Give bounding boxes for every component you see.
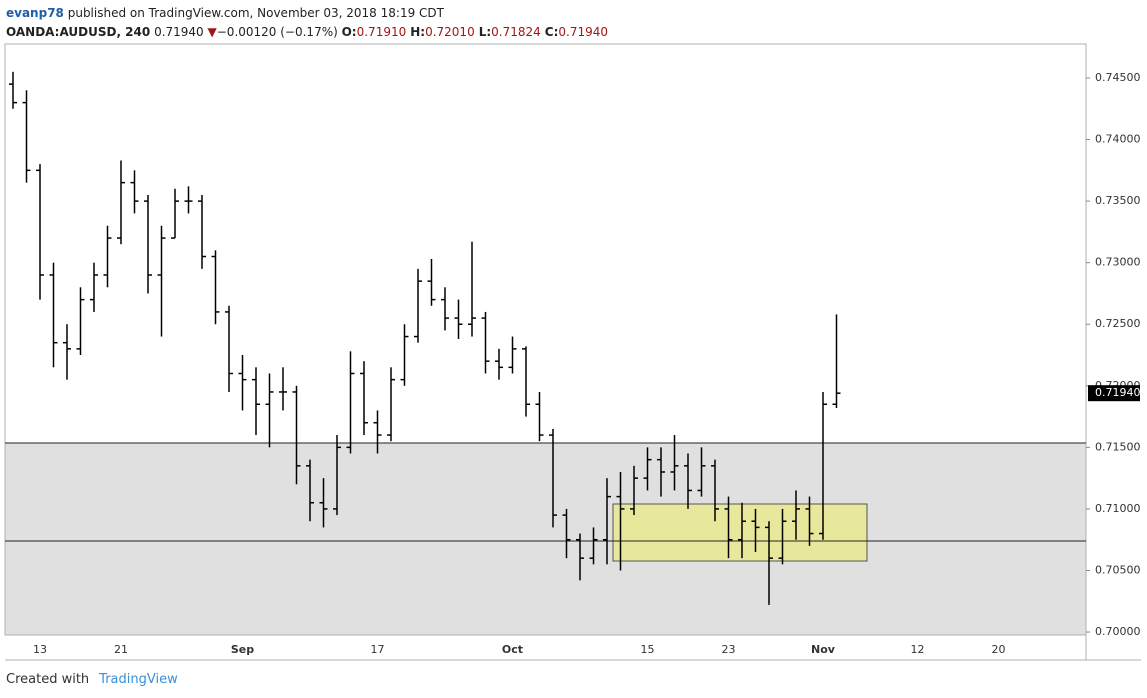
- zone: [612, 503, 868, 562]
- header-line: evanp78 published on TradingView.com, No…: [6, 4, 612, 23]
- x-tick-label: Sep: [231, 643, 254, 656]
- y-tick-label: 0.73000: [1095, 256, 1141, 269]
- y-tick-label: 0.71000: [1095, 502, 1141, 515]
- ohlc-value: 0.72010: [425, 25, 475, 39]
- x-tick-label: Oct: [502, 643, 523, 656]
- y-tick-label: 0.70500: [1095, 563, 1141, 576]
- y-tick-label: 0.72500: [1095, 317, 1141, 330]
- change: −0.00120 (−0.17%): [216, 25, 338, 39]
- user[interactable]: evanp78: [6, 6, 64, 20]
- x-tick-label: 20: [992, 643, 1006, 656]
- y-tick-label: 0.74500: [1095, 71, 1141, 84]
- x-tick-label: 17: [371, 643, 385, 656]
- ohlc-label: L:: [478, 25, 492, 39]
- ohlc: O:0.71910 H:0.72010 L:0.71824 C:0.71940: [342, 25, 612, 39]
- symbol: OANDA:AUDUSD, 240: [6, 25, 151, 39]
- ohlc-label: O:: [341, 25, 357, 39]
- last-price-label: 0.71940: [1095, 386, 1141, 399]
- y-tick-label: 0.71500: [1095, 440, 1141, 453]
- shaded-area: [5, 443, 1086, 635]
- created: Created with: [6, 672, 90, 687]
- ohlc-value: 0.71910: [356, 25, 407, 39]
- published: published on TradingView.com, November 0…: [67, 6, 444, 20]
- chart: 0.700000.705000.710000.715000.720000.725…: [4, 43, 1141, 661]
- last-price-box: [1088, 385, 1140, 402]
- x-tick-label: 21: [114, 643, 128, 656]
- header: evanp78 published on TradingView.com, No…: [6, 4, 612, 42]
- price: 0.71940: [154, 25, 204, 39]
- ohlc-value: 0.71940: [558, 25, 609, 39]
- footer: Created with TradingView: [6, 672, 178, 687]
- brand[interactable]: TradingView: [99, 672, 178, 687]
- y-tick-label: 0.74000: [1095, 133, 1141, 146]
- ohlc-label: H:: [410, 25, 426, 39]
- y-tick-label: 0.70000: [1095, 625, 1141, 638]
- arrow: ▼: [207, 25, 217, 39]
- header-line: OANDA:AUDUSD, 240 0.71940 ▼−0.00120 (−0.…: [6, 23, 612, 42]
- x-tick-label: Nov: [811, 643, 836, 656]
- x-tick-label: 23: [722, 643, 736, 656]
- ohlc-label: C:: [544, 25, 559, 39]
- x-tick-label: 13: [33, 643, 47, 656]
- ohlc-value: 0.71824: [491, 25, 541, 39]
- y-tick-label: 0.73500: [1095, 194, 1141, 207]
- x-tick-label: 15: [641, 643, 655, 656]
- x-tick-label: 12: [911, 643, 925, 656]
